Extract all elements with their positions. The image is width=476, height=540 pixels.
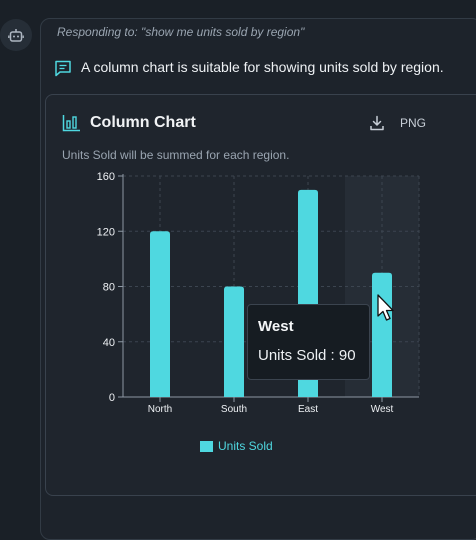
legend-label: Units Sold: [218, 439, 273, 453]
column-chart: 0 40 80 120 160 North South East West: [97, 171, 420, 415]
download-png-button[interactable]: PNG: [369, 112, 426, 134]
download-label: PNG: [400, 116, 427, 130]
chart-title: Column Chart: [90, 114, 196, 131]
x-tick-label: West: [371, 404, 394, 415]
bar-west: [372, 272, 392, 397]
download-icon: [370, 115, 384, 131]
y-tick-label: 40: [103, 337, 115, 349]
x-tick-label: South: [221, 404, 247, 415]
y-tick-label: 80: [103, 282, 115, 294]
tooltip-title: West: [258, 318, 294, 335]
chart-legend[interactable]: Units Sold: [200, 439, 273, 453]
tooltip-value: Units Sold : 90: [258, 347, 356, 364]
legend-swatch: [200, 440, 213, 452]
assistant-reply-text: A column chart is suitable for showing u…: [81, 59, 444, 75]
bot-avatar: [0, 19, 32, 51]
responding-to-text: Responding to: "show me units sold by re…: [57, 25, 305, 39]
chart-subtitle: Units Sold will be summed for each regio…: [62, 148, 290, 162]
y-tick-label: 120: [97, 226, 115, 238]
y-tick-label: 160: [97, 171, 115, 183]
cursor-icon: [377, 294, 394, 321]
chart-tooltip: West Units Sold : 90: [247, 304, 370, 380]
y-tick-label: 0: [109, 392, 115, 404]
message-icon: [55, 60, 71, 77]
bar-north: [150, 231, 170, 397]
bar-south: [224, 286, 244, 397]
x-tick-label: East: [298, 404, 318, 415]
x-tick-label: North: [148, 404, 172, 415]
bot-icon: [8, 29, 24, 42]
bar-chart-icon: [62, 115, 80, 132]
